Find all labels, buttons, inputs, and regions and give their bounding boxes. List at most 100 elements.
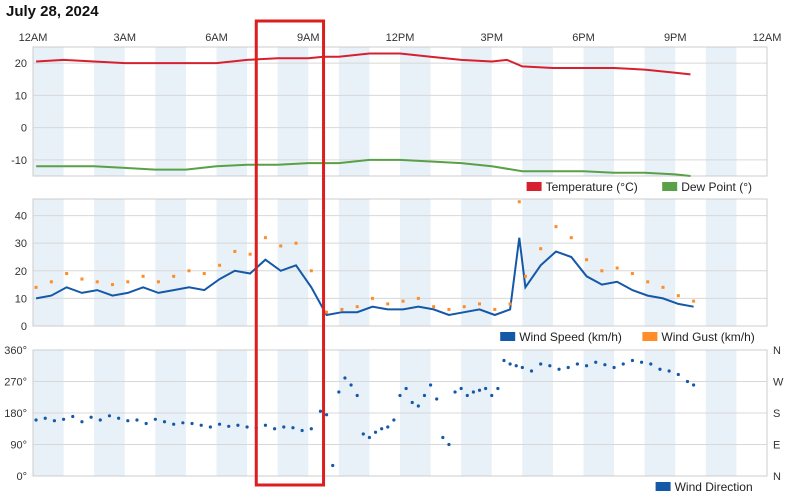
wind-direction-point xyxy=(435,397,439,401)
y-tick-label: 40 xyxy=(15,211,27,223)
wind-gust-km-h-point xyxy=(646,280,650,284)
wind-gust-km-h-point xyxy=(370,296,374,300)
legend-swatch xyxy=(655,482,671,491)
y-tick-label-right: E xyxy=(773,440,780,452)
wind-gust-km-h-point xyxy=(263,236,267,240)
wind-direction-point xyxy=(89,415,93,419)
wind-direction-point xyxy=(367,435,372,440)
wind-direction-point xyxy=(208,425,212,429)
hour-band xyxy=(33,199,64,326)
y-tick-label-right: N xyxy=(773,471,781,483)
wind-gust-km-h-point xyxy=(523,274,527,278)
wind-gust-km-h-point xyxy=(233,249,237,253)
wind-gust-km-h-point xyxy=(661,285,665,289)
wind-gust-km-h-point xyxy=(49,280,53,284)
wind-direction-point xyxy=(153,417,157,421)
wind-direction-point xyxy=(484,386,488,391)
wind-direction-point xyxy=(343,376,347,380)
wind-direction-point xyxy=(361,432,365,436)
hour-band xyxy=(400,47,431,176)
hour-band xyxy=(522,199,553,326)
wind-direction-point xyxy=(309,427,313,431)
hour-band xyxy=(705,199,737,326)
legend-swatch xyxy=(662,182,678,191)
wind-direction-point xyxy=(621,362,625,366)
wind-direction-point xyxy=(685,379,690,384)
y-tick-label: 0° xyxy=(16,471,27,483)
wind-direction-point xyxy=(676,372,680,377)
wind-gust-km-h-point xyxy=(539,247,543,251)
wind-gust-km-h-point xyxy=(187,269,191,273)
wind-direction-point xyxy=(594,360,598,364)
x-tick-label: 3PM xyxy=(480,32,503,44)
wind-direction-point xyxy=(373,430,378,434)
wind-direction-point xyxy=(539,362,543,366)
wind-gust-km-h-point xyxy=(325,310,329,314)
wind-gust-km-h-point xyxy=(202,272,206,276)
hour-band xyxy=(338,199,370,326)
y-tick-label: 270° xyxy=(4,377,27,389)
wind-direction-point xyxy=(386,425,390,429)
wind-direction-point xyxy=(441,435,445,440)
wind-direction-point xyxy=(263,423,268,427)
x-tick-label: 12AM xyxy=(19,32,48,44)
wind-direction-point xyxy=(603,363,607,367)
wind-gust-km-h-point xyxy=(355,305,359,309)
wind-gust-km-h-point xyxy=(218,263,222,267)
legend-label: Wind Gust (km/h) xyxy=(661,330,754,344)
wind-direction-point xyxy=(453,390,457,394)
x-tick-label: 12PM xyxy=(386,32,415,44)
wind-gust-km-h-point xyxy=(585,258,589,262)
hour-band xyxy=(644,47,676,176)
wind-direction-point xyxy=(422,393,427,398)
hour-band xyxy=(583,199,615,326)
y-tick-label: 10 xyxy=(15,90,27,102)
y-tick-label-right: S xyxy=(773,408,780,420)
wind-direction-point xyxy=(612,365,616,370)
wind-direction-point xyxy=(80,420,84,424)
wind-direction-point xyxy=(337,390,341,394)
wind-gust-km-h-point xyxy=(95,280,99,284)
y-tick-label: 180° xyxy=(4,408,27,420)
wind-gust-km-h-point xyxy=(600,269,604,273)
wind-direction-point xyxy=(217,422,222,426)
wind-gust-km-h-point xyxy=(386,302,390,306)
panel-frame xyxy=(32,349,768,477)
legend-swatch xyxy=(500,332,516,341)
x-tick-label: 6AM xyxy=(205,32,228,44)
highlight-box xyxy=(254,19,326,487)
y-tick-label: 90° xyxy=(10,440,27,452)
wind-gust-km-h-point xyxy=(416,296,420,300)
legend-label: Temperature (°C) xyxy=(546,180,638,194)
hour-band xyxy=(400,199,431,326)
wind-speed-km-h-line xyxy=(35,237,694,317)
chart-date-title: July 28, 2024 xyxy=(6,3,99,20)
wind-direction-point xyxy=(52,419,57,423)
wind-direction-point xyxy=(529,369,534,373)
hour-band xyxy=(216,47,248,176)
wind-direction-point xyxy=(404,386,408,391)
y-tick-label-right: W xyxy=(773,377,784,389)
hour-band xyxy=(277,199,309,326)
wind-direction-point xyxy=(71,414,75,419)
x-tick-label: 12AM xyxy=(753,32,782,44)
wind-direction-point xyxy=(392,418,396,422)
wind-gust-km-h-point xyxy=(156,280,160,284)
wind-direction-point xyxy=(477,388,482,392)
wind-direction-point xyxy=(380,427,384,431)
wind-direction-point xyxy=(658,367,662,371)
wind-gust-km-h-point xyxy=(478,302,482,306)
wind-direction-point xyxy=(584,364,589,368)
wind-direction-point xyxy=(331,463,335,468)
wind-direction-point xyxy=(300,428,304,433)
y-tick-label: -10 xyxy=(11,155,27,167)
hour-band xyxy=(155,47,186,176)
wind-gust-km-h-point xyxy=(615,266,619,270)
wind-direction-point xyxy=(447,442,451,447)
wind-direction-point xyxy=(190,421,194,426)
wind-gust-km-h-point xyxy=(569,236,573,240)
hour-band xyxy=(94,47,125,176)
wind-direction-point xyxy=(502,358,506,363)
wind-direction-point xyxy=(181,421,185,425)
